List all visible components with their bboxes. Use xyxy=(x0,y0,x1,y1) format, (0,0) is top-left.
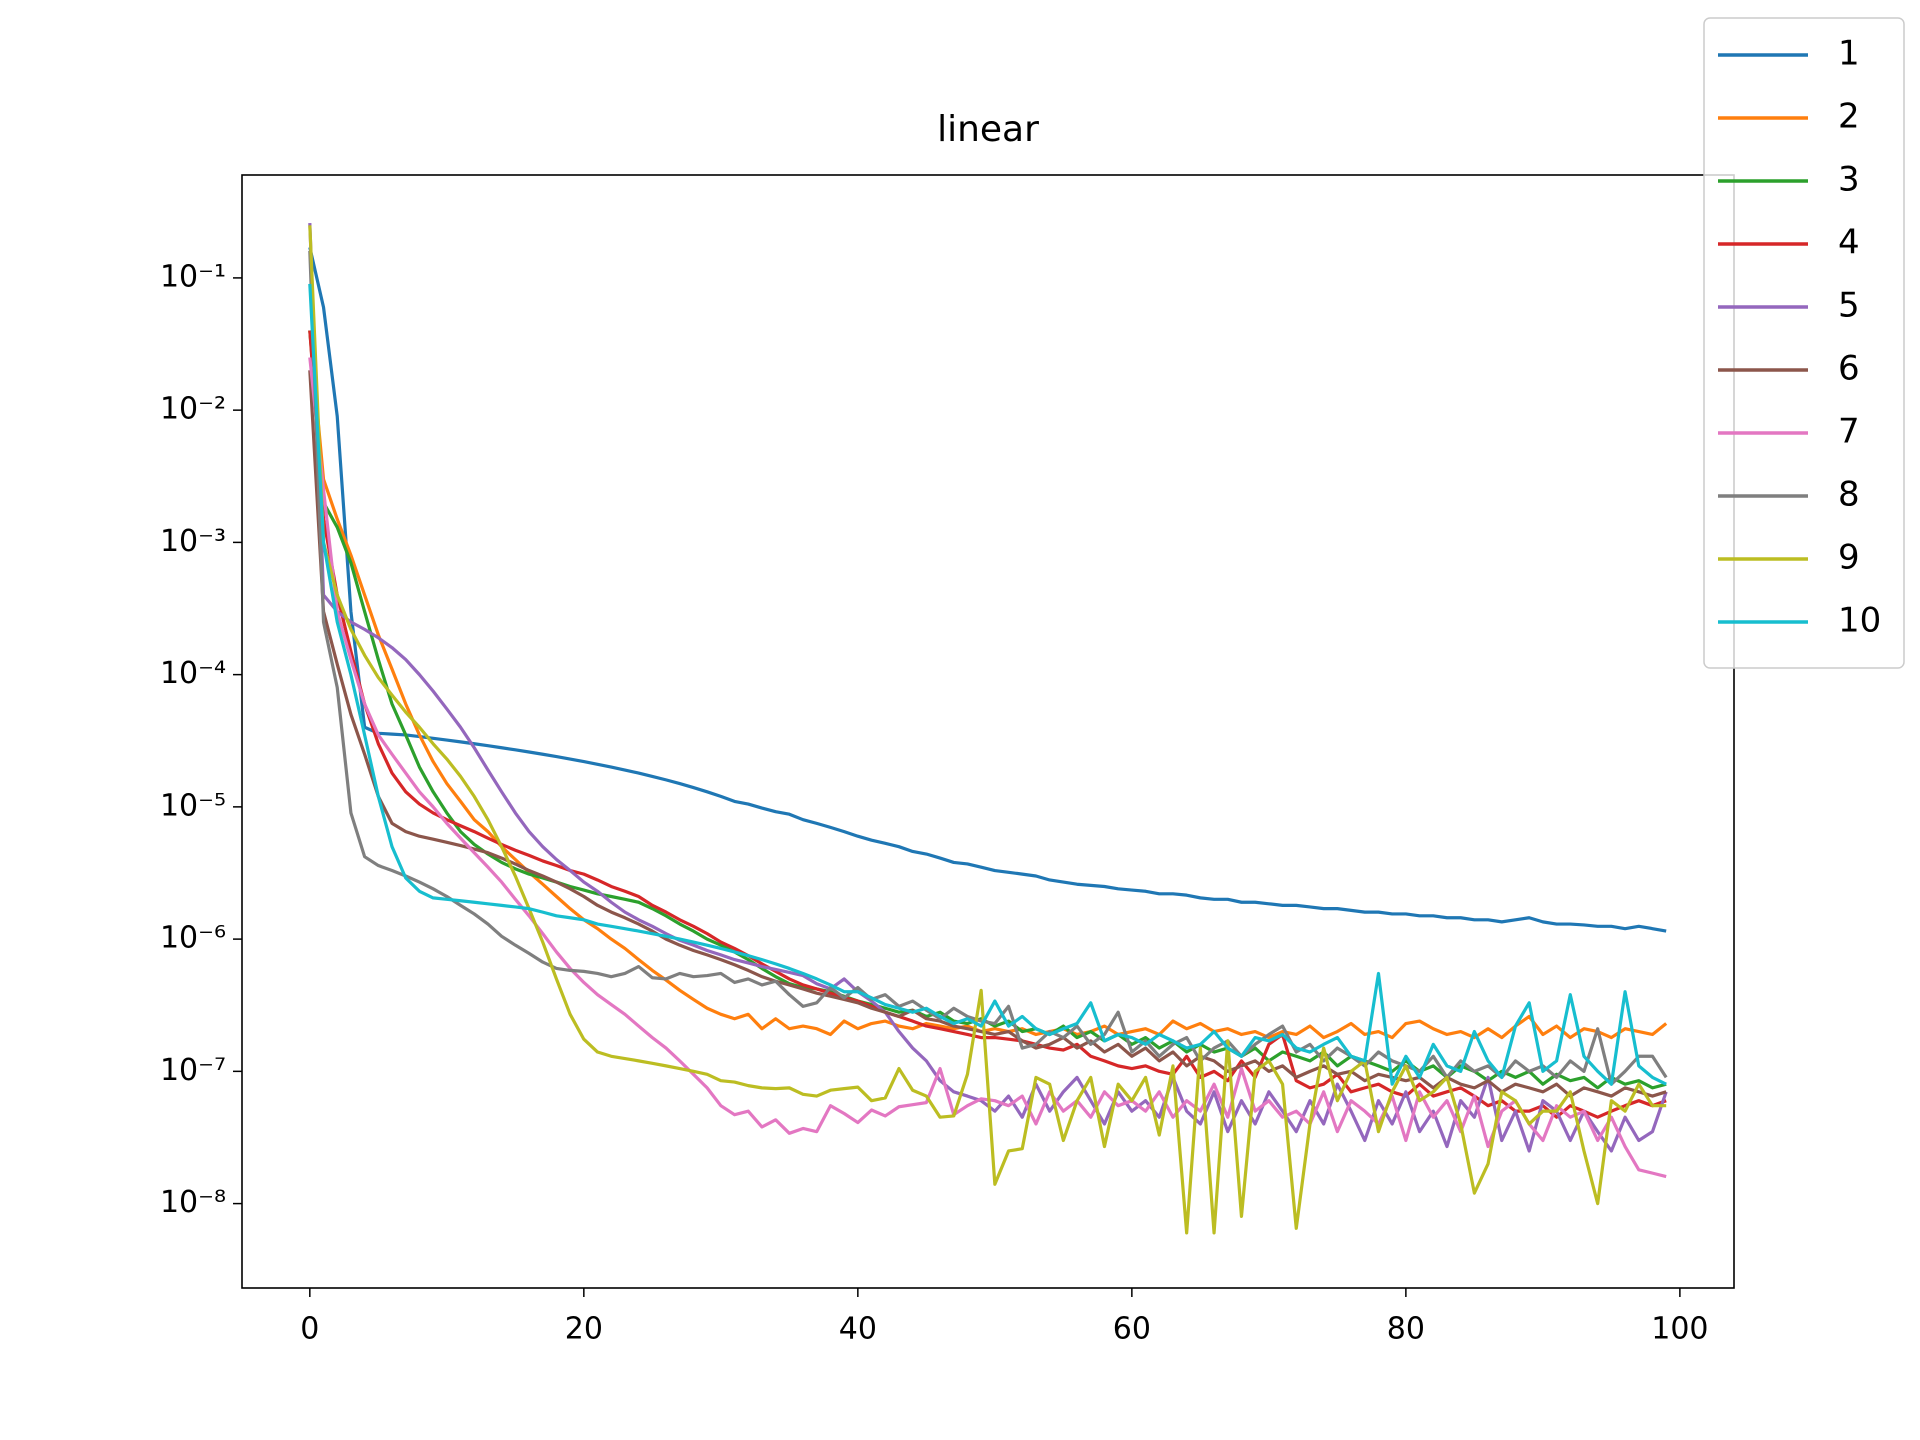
x-tick-label: 80 xyxy=(1387,1312,1425,1347)
legend-label: 5 xyxy=(1838,286,1860,326)
plot-frame xyxy=(241,174,1735,1289)
x-tick-label: 100 xyxy=(1651,1312,1708,1347)
y-tick-label: 10⁻⁸ xyxy=(160,1185,226,1220)
chart-title: linear xyxy=(937,109,1039,150)
legend-label: 7 xyxy=(1838,412,1860,452)
series-line xyxy=(308,225,1667,1235)
legend-label: 8 xyxy=(1838,475,1860,515)
x-tick-label: 60 xyxy=(1113,1312,1151,1347)
x-tick-label: 20 xyxy=(565,1312,603,1347)
series-line xyxy=(308,283,1667,1086)
y-tick-label: 10⁻² xyxy=(160,392,226,427)
x-tick-label: 40 xyxy=(839,1312,877,1347)
series-line xyxy=(308,247,1667,933)
legend: 1 2 3 4 5 6 7 8 9 10 xyxy=(1703,17,1905,669)
legend-label: 6 xyxy=(1838,349,1860,389)
y-tick-label: 10⁻¹ xyxy=(160,259,226,294)
series-line xyxy=(308,330,1667,1119)
y-tick-label: 10⁻⁴ xyxy=(160,656,226,691)
legend-label: 1 xyxy=(1838,34,1860,74)
y-tick-label: 10⁻⁶ xyxy=(160,921,226,956)
legend-label: 3 xyxy=(1838,160,1860,200)
legend-label: 10 xyxy=(1838,601,1881,641)
y-tick-label: 10⁻⁷ xyxy=(160,1053,226,1088)
legend-box xyxy=(1703,17,1905,669)
legend-label: 2 xyxy=(1838,97,1860,137)
x-tick-label: 0 xyxy=(300,1312,319,1347)
y-tick-label: 10⁻⁵ xyxy=(160,788,226,823)
series-line xyxy=(308,250,1668,1086)
series-line xyxy=(308,330,1668,1040)
legend-label: 4 xyxy=(1838,223,1860,263)
y-tick-label: 10⁻³ xyxy=(160,524,226,559)
legend-label: 9 xyxy=(1838,538,1860,578)
